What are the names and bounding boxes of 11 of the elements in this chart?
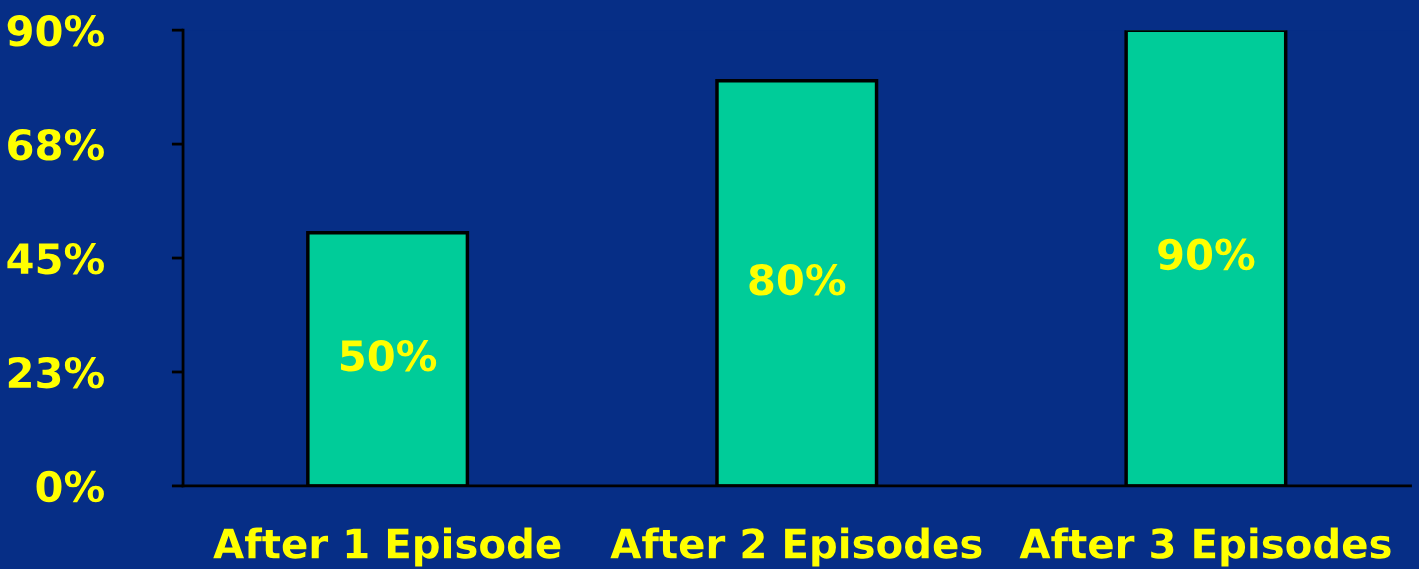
y-tick-label: 23% xyxy=(8,356,104,389)
x-tick-label: After 3 Episodes xyxy=(1019,527,1391,567)
x-tick-label: After 1 Episode xyxy=(213,527,561,567)
y-tick-label: 90% xyxy=(7,15,104,47)
data-label: 80% xyxy=(749,263,846,296)
data-label: 90% xyxy=(1158,238,1255,271)
data-label: 50% xyxy=(340,339,437,372)
y-tick-label: 0% xyxy=(36,470,104,503)
y-tick-label: 45% xyxy=(7,242,104,275)
y-tick-label: 68% xyxy=(8,129,104,161)
x-tick-label: After 2 Episodes xyxy=(610,527,982,567)
